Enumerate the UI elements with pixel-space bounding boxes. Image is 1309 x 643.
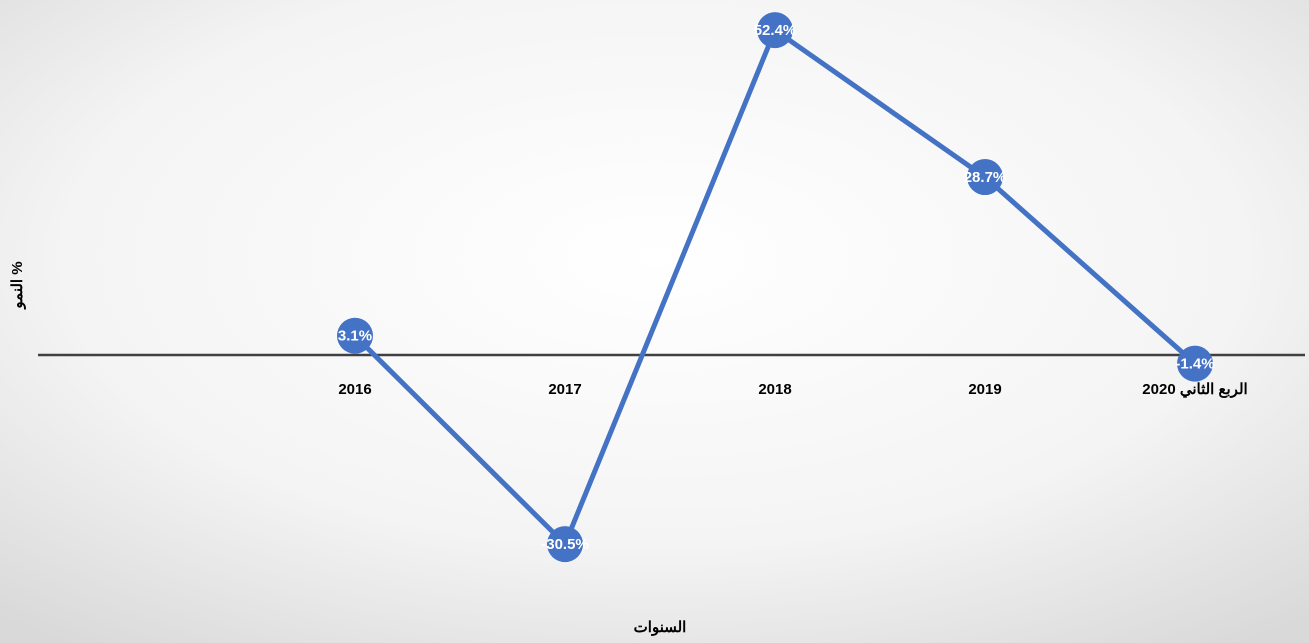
x-tick-label: 2016 — [338, 381, 371, 398]
marker — [757, 12, 793, 49]
data-label: -30.5% — [541, 536, 589, 553]
y-axis-title: % النمو — [9, 261, 26, 309]
x-tick-label: الربع الثاني 2020 — [1142, 381, 1247, 399]
x-tick-label: 2017 — [548, 381, 581, 398]
data-label: 52.4% — [754, 22, 797, 39]
marker — [1177, 345, 1213, 382]
data-label: 28.7% — [964, 169, 1007, 186]
data-label: -1.4% — [1175, 356, 1214, 373]
marker — [547, 526, 583, 563]
x-tick-label: 2019 — [968, 381, 1001, 398]
data-label: 3.1% — [338, 328, 372, 345]
marker — [337, 317, 373, 354]
x-tick-label: 2018 — [758, 381, 791, 398]
marker — [967, 159, 1003, 196]
x-axis-title: السنوات — [634, 619, 687, 636]
